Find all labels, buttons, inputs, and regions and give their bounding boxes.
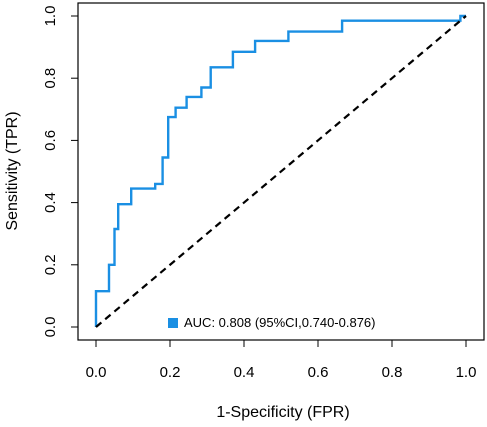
y-tick-label: 0.8 [42,68,59,89]
y-tick-label: 0.2 [42,254,59,275]
x-tick-label: 0.4 [234,364,255,381]
y-axis: 0.0 0.2 0.4 0.6 0.8 1.0 [42,6,78,338]
x-axis-title: 1-Specificity (FPR) [216,404,349,421]
series-layer [94,14,467,328]
y-axis-title: Sensitivity (TPR) [4,111,21,230]
x-tick-label: 0.6 [308,364,329,381]
x-tick-label: 0.2 [160,364,181,381]
legend: AUC: 0.808 (95%CI,0.740-0.876) [168,315,376,330]
x-axis: 0.0 0.2 0.4 0.6 0.8 1.0 [86,340,477,381]
roc-curve [94,14,466,327]
y-tick-label: 1.0 [42,6,59,27]
plot-frame [77,2,485,341]
reference-diagonal-line [95,15,467,328]
x-tick-label: 0.0 [86,364,107,381]
x-tick-label: 1.0 [456,364,477,381]
y-tick-label: 0.6 [42,130,59,151]
x-tick-label: 0.8 [382,364,403,381]
legend-label: AUC: 0.808 (95%CI,0.740-0.876) [184,315,376,330]
y-tick-label: 0.4 [42,192,59,213]
y-tick-label: 0.0 [42,317,59,338]
legend-swatch [168,318,178,328]
